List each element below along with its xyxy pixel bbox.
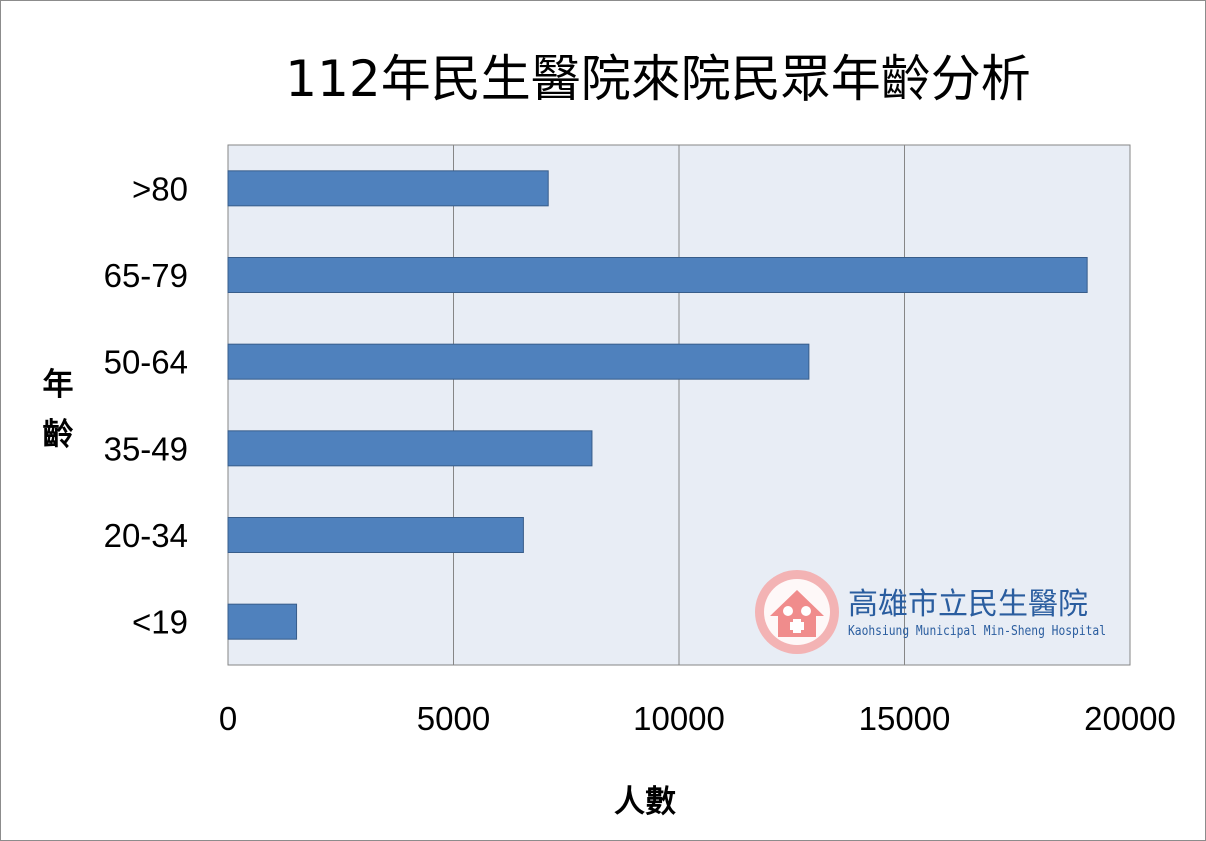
x-axis-label: 人數	[614, 784, 676, 820]
bar	[227, 517, 524, 553]
bar	[227, 257, 1088, 293]
logo-name: 高雄市立民生醫院	[848, 587, 1088, 622]
y-axis-label-char: 齡	[43, 417, 74, 453]
bar	[227, 343, 810, 380]
y-tick-label: >80	[132, 170, 188, 207]
hospital-seal-icon	[755, 570, 839, 654]
x-tick-label: 0	[219, 700, 237, 737]
y-tick-label: 20-34	[104, 517, 188, 554]
x-tick-label: 5000	[417, 700, 490, 737]
bar	[227, 603, 298, 640]
x-tick-label: 10000	[633, 700, 725, 737]
chart-title: 112年民生醫院來院民眾年齡分析	[285, 50, 1030, 108]
y-tick-labels: >80 65-79 50-64 35-49 20-34 <19	[104, 170, 188, 640]
y-axis-label: 年齡	[43, 367, 74, 453]
y-tick-label: 50-64	[104, 344, 188, 381]
y-tick-label: 35-49	[104, 430, 188, 467]
y-axis-label-char: 年	[43, 367, 74, 403]
bar	[227, 430, 593, 467]
bar	[227, 170, 549, 207]
logo-subtitle: Kaohsiung Municipal Min-Sheng Hospital	[848, 623, 1106, 639]
y-tick-label: 65-79	[104, 257, 188, 294]
hospital-logo: 高雄市立民生醫院 Kaohsiung Municipal Min-Sheng H…	[755, 570, 1106, 654]
bars	[227, 170, 1088, 640]
gridlines	[453, 145, 905, 665]
y-tick-label: <19	[132, 604, 188, 641]
x-tick-labels: 0 5000 10000 15000 20000	[219, 700, 1176, 737]
x-tick-label: 15000	[859, 700, 951, 737]
x-tick-label: 20000	[1084, 700, 1176, 737]
